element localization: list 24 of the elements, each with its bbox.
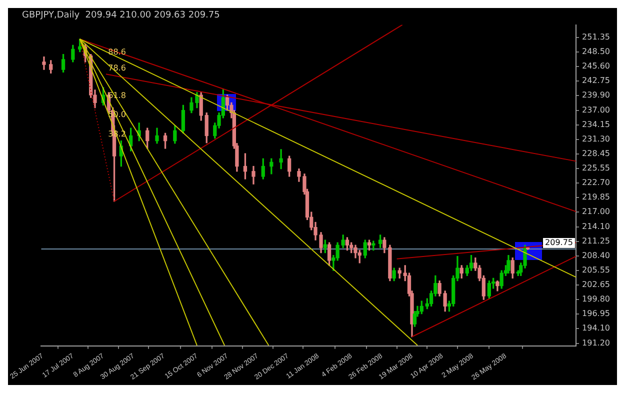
y-tick-label: 245.60 bbox=[582, 62, 610, 71]
y-tick-label: 217.00 bbox=[582, 207, 610, 216]
y-tick-label: 231.30 bbox=[582, 134, 610, 144]
y-tick-label: 251.35 bbox=[582, 32, 610, 42]
y-tick-label: 196.95 bbox=[582, 309, 610, 318]
y-tick-label: 199.80 bbox=[582, 294, 610, 304]
y-tick-label: 242.75 bbox=[582, 76, 610, 86]
y-tick-label: 248.50 bbox=[582, 46, 610, 56]
chart-title: GBPJPY,Daily 209.94 210.00 209.63 209.75 bbox=[22, 10, 220, 21]
y-tick-label: 191.20 bbox=[582, 338, 610, 348]
ref-line-label: 209.75 bbox=[545, 238, 574, 248]
y-tick-label: 225.55 bbox=[582, 164, 610, 173]
y-tick-label: 214.10 bbox=[582, 222, 610, 231]
y-tick-label: 211.25 bbox=[582, 236, 610, 246]
y-tick-label: 237.00 bbox=[582, 105, 610, 114]
y-tick-label: 205.55 bbox=[582, 265, 610, 274]
y-tick-label: 222.70 bbox=[582, 178, 610, 188]
y-tick-label: 234.15 bbox=[582, 120, 610, 129]
y-tick-label: 202.65 bbox=[582, 280, 610, 290]
y-tick-label: 219.85 bbox=[582, 192, 610, 202]
y-tick-label: 228.45 bbox=[582, 148, 610, 158]
y-tick-label: 239.90 bbox=[582, 90, 610, 100]
y-tick-label: 208.40 bbox=[582, 250, 610, 260]
y-tick-label: 194.10 bbox=[582, 324, 610, 333]
